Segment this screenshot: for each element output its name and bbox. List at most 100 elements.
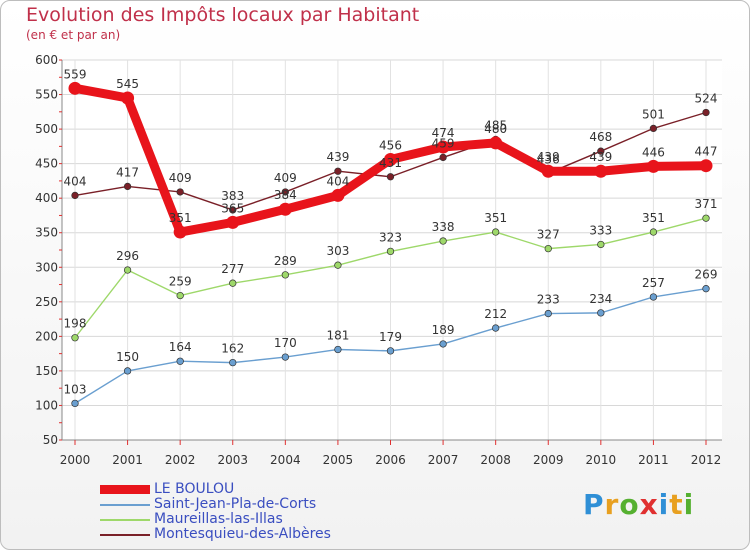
data-label: 371 — [695, 197, 718, 211]
y-tick-label: 100 — [35, 398, 58, 412]
data-label: 189 — [432, 323, 455, 337]
logo-letter: P — [583, 488, 605, 521]
data-point — [439, 340, 447, 348]
legend-swatch — [100, 504, 150, 506]
data-label: 559 — [64, 67, 87, 81]
y-tick-label: 200 — [35, 329, 58, 343]
data-label: 269 — [695, 268, 718, 282]
data-point — [229, 358, 237, 367]
data-point — [386, 347, 395, 355]
data-point — [281, 271, 289, 279]
legend-swatch — [100, 485, 150, 494]
data-label: 289 — [274, 254, 297, 268]
data-point — [702, 214, 710, 222]
y-tick-label: 400 — [35, 191, 58, 205]
data-point — [544, 309, 552, 318]
legend-swatch — [100, 519, 150, 521]
y-tick-label: 50 — [43, 433, 58, 447]
data-label: 384 — [274, 188, 297, 202]
data-label: 162 — [221, 342, 244, 356]
data-point — [176, 291, 184, 300]
data-point — [68, 81, 82, 95]
data-label: 474 — [432, 126, 455, 140]
data-point — [176, 188, 184, 196]
data-point — [123, 266, 132, 274]
data-point — [649, 228, 658, 236]
x-tick-label: 2004 — [270, 453, 301, 467]
x-tick-label: 2006 — [375, 453, 406, 467]
data-point — [649, 124, 658, 133]
data-label: 234 — [589, 292, 612, 306]
x-tick-label: 2000 — [60, 453, 91, 467]
data-label: 480 — [484, 122, 507, 136]
data-label: 233 — [537, 293, 560, 307]
y-tick-label: 500 — [35, 122, 58, 136]
data-label: 436 — [537, 152, 560, 166]
x-tick-label: 2012 — [691, 453, 722, 467]
y-tick-label: 300 — [35, 260, 58, 274]
data-label: 333 — [589, 223, 612, 237]
data-label: 164 — [169, 340, 192, 354]
x-tick-label: 2001 — [112, 453, 143, 467]
data-label: 351 — [642, 211, 665, 225]
legend-label: Maureillas-las-Illas — [154, 511, 283, 527]
data-point — [649, 293, 658, 301]
logo-letter: t — [669, 488, 684, 521]
y-tick-label: 450 — [35, 157, 58, 171]
data-point — [492, 324, 500, 332]
data-label: 351 — [169, 211, 192, 225]
data-point — [386, 247, 395, 256]
data-point — [334, 167, 342, 175]
data-label: 485 — [484, 118, 507, 132]
data-point — [71, 191, 79, 200]
data-point — [71, 399, 79, 408]
data-label: 179 — [379, 330, 402, 344]
data-point — [229, 206, 237, 214]
data-label: 439 — [589, 150, 612, 164]
data-point — [173, 225, 187, 239]
legend-label: Montesquieu-des-Albères — [154, 526, 331, 542]
data-label: 170 — [274, 336, 297, 350]
data-label: 439 — [537, 150, 560, 164]
data-label: 383 — [221, 189, 244, 203]
logo-letter: x — [639, 488, 659, 521]
data-label: 257 — [642, 276, 665, 290]
chart-title: Evolution des Impôts locaux par Habitant — [26, 4, 420, 26]
data-point — [71, 334, 79, 342]
data-label: 338 — [432, 220, 455, 234]
x-tick-label: 2005 — [323, 453, 354, 467]
data-label: 446 — [642, 145, 665, 159]
data-point — [489, 136, 503, 150]
data-point — [334, 345, 342, 354]
data-label: 212 — [484, 307, 507, 321]
logo-letter: i — [658, 488, 670, 521]
data-point — [278, 202, 292, 216]
data-point — [334, 261, 342, 269]
data-label: 456 — [379, 138, 402, 152]
data-label: 431 — [379, 156, 402, 170]
y-tick-label: 550 — [35, 88, 58, 102]
data-point — [436, 140, 450, 154]
x-tick-label: 2011 — [638, 453, 669, 467]
data-point — [594, 164, 608, 178]
data-label: 327 — [537, 228, 560, 242]
x-tick-label: 2009 — [533, 453, 564, 467]
data-label: 468 — [589, 130, 612, 144]
data-point — [597, 240, 605, 249]
chart-subtitle: (en € et par an) — [26, 28, 121, 42]
data-label: 409 — [274, 171, 297, 185]
data-label: 259 — [169, 275, 192, 289]
data-point — [123, 182, 132, 191]
data-point — [544, 244, 552, 253]
data-label: 181 — [326, 328, 349, 342]
x-tick-label: 2007 — [428, 453, 459, 467]
data-point — [439, 237, 447, 245]
data-point — [281, 188, 289, 196]
legend-label: Saint-Jean-Pla-de-Corts — [154, 496, 317, 512]
data-label: 277 — [221, 262, 244, 276]
data-point — [121, 91, 135, 105]
data-label: 150 — [116, 350, 139, 364]
data-point — [646, 159, 660, 173]
data-point — [229, 279, 237, 287]
